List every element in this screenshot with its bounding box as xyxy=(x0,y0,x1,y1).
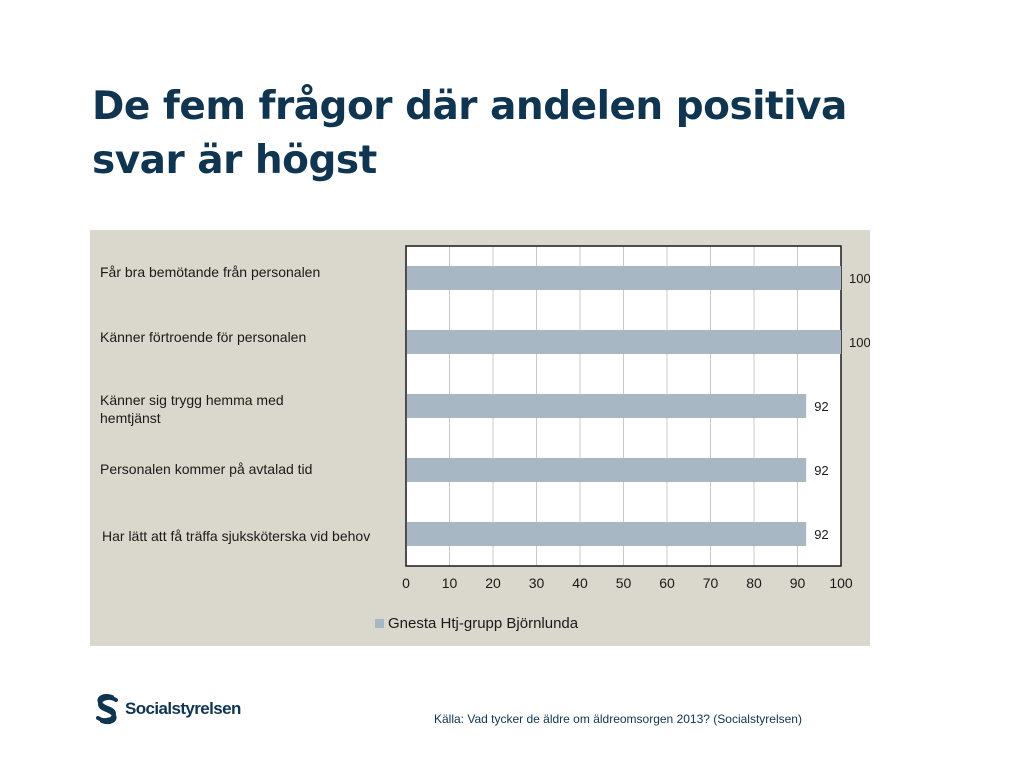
x-tick-label: 50 xyxy=(616,575,632,591)
legend: Gnesta Htj-grupp Björnlunda xyxy=(375,615,578,632)
bar xyxy=(407,394,807,418)
socialstyrelsen-logo: Socialstyrelsen xyxy=(92,693,241,725)
data-label: 100 xyxy=(849,271,870,286)
x-tick-label: 70 xyxy=(703,575,719,591)
x-tick-label: 40 xyxy=(572,575,588,591)
category-label: Får bra bemötande från personalen xyxy=(100,264,321,280)
plot-border xyxy=(405,245,842,567)
x-tick-label: 90 xyxy=(790,575,806,591)
data-label: 92 xyxy=(814,527,828,542)
bar-chart: 100 100 92 92 92 0 10 20 30 40 50 60 70 80 90 100 xyxy=(402,245,870,591)
category-label: Känner sig trygg hemma med hemtjänst xyxy=(100,392,284,426)
logo-emblem-icon xyxy=(96,693,118,725)
source-note: Källa: Vad tycker de äldre om äldreomsor… xyxy=(434,712,802,726)
bar xyxy=(407,266,841,290)
x-tick-label: 100 xyxy=(829,575,853,591)
category-label: Personalen kommer på avtalad tid xyxy=(100,461,313,477)
data-label: 100 xyxy=(849,335,870,350)
x-tick-label: 80 xyxy=(746,575,762,591)
category-label: Känner förtroende för personalen xyxy=(100,329,307,345)
x-tick-label: 0 xyxy=(402,575,410,591)
data-label: 92 xyxy=(814,463,828,478)
bar xyxy=(407,330,841,354)
x-tick-label: 10 xyxy=(442,575,458,591)
data-label: 92 xyxy=(814,399,828,414)
bar xyxy=(407,522,807,546)
legend-swatch xyxy=(375,619,384,628)
slide-title: De fem frågor där andelen positiva svar … xyxy=(92,84,847,183)
legend-label: Gnesta Htj-grupp Björnlunda xyxy=(388,615,579,632)
x-tick-label: 60 xyxy=(659,575,675,591)
bar xyxy=(407,458,807,482)
category-label: Har lätt att få träffa sjuksköterska vid… xyxy=(102,528,371,544)
chart-panel: Får bra bemötande från personalen Känner… xyxy=(90,230,870,646)
x-tick-label: 30 xyxy=(529,575,545,591)
x-tick-label: 20 xyxy=(485,575,501,591)
logo-text: Socialstyrelsen xyxy=(125,699,241,718)
